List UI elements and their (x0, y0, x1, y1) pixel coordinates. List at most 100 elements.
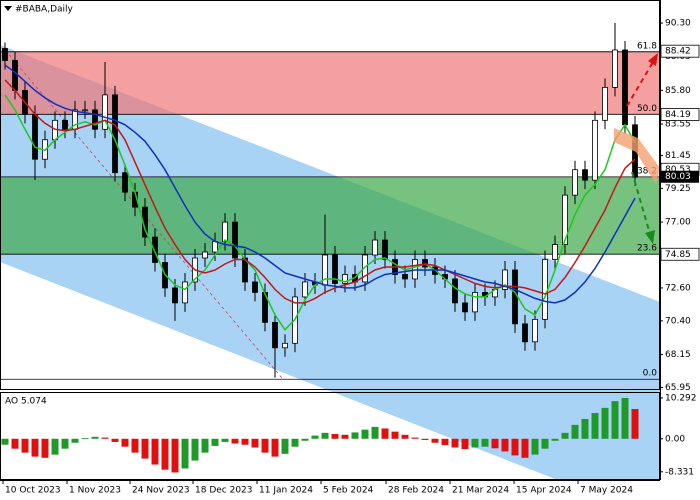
candle-body (302, 281, 308, 298)
moving-average-line (4, 94, 636, 331)
moving-average-line (4, 79, 636, 304)
chart-title: #BABA,Daily (15, 5, 74, 15)
title-icon (4, 6, 12, 11)
y-tick-label: 68.15 (665, 350, 691, 360)
ao-bar (501, 438, 509, 452)
candle-body (592, 119, 598, 181)
x-tick-label: 1 Nov 2023 (69, 486, 121, 496)
fib-level-label: 23.6 (637, 244, 657, 254)
candle-body (372, 239, 378, 256)
down-arrow-head (645, 230, 655, 244)
candle-body (242, 257, 248, 283)
y-tick-label: 83.55 (665, 120, 691, 130)
y-tick-label: 79.25 (665, 184, 691, 194)
x-tick-label: 15 Apr 2024 (516, 486, 572, 496)
x-tick-label: 18 Dec 2023 (195, 486, 253, 496)
x-tick-label: 5 Feb 2024 (323, 486, 374, 496)
ao-tick-label: 10.292 (665, 393, 697, 403)
candle-body (122, 172, 128, 193)
ao-bar (21, 438, 29, 453)
ao-bar (201, 438, 209, 453)
candle-body (202, 251, 208, 259)
ao-bar (461, 438, 469, 450)
ao-bar (451, 438, 459, 448)
ao-tick-label: 0.00 (665, 434, 685, 444)
ao-bar (161, 438, 169, 470)
candle-body (532, 318, 538, 343)
ao-bar (221, 438, 229, 442)
channel-layer (0, 45, 660, 480)
candle-body (502, 269, 508, 290)
ao-bar (601, 407, 609, 439)
ao-bar (1, 438, 9, 445)
price-label: 88.42 (665, 47, 691, 57)
ao-bar (11, 438, 19, 449)
ao-bar (41, 438, 49, 458)
candle-body (102, 94, 108, 130)
ao-bar (531, 438, 539, 455)
candle-body (472, 292, 478, 313)
ao-title: AO 5.074 (5, 397, 47, 407)
price-label: 80.53 (665, 165, 691, 175)
last-price-label: 80.03 (665, 172, 691, 182)
candle-body (582, 169, 588, 181)
ao-bar (251, 438, 259, 448)
ao-bar (291, 438, 299, 447)
x-tick-label: 11 Jan 2024 (259, 486, 313, 496)
candle-body (182, 281, 188, 304)
support-zone (0, 176, 660, 255)
ao-bar (261, 438, 269, 453)
candle-body (562, 194, 568, 245)
candle-body (12, 60, 18, 91)
ao-bar (441, 438, 449, 446)
ao-bar (211, 438, 219, 446)
ao-bar (121, 438, 129, 447)
candle-body (612, 49, 618, 88)
ao-bar (91, 436, 99, 439)
x-tick-label: 10 Oct 2023 (5, 486, 61, 496)
candle-body (82, 109, 88, 112)
y-tick-label: 72.60 (665, 283, 691, 293)
fib-level-label: 38.2 (637, 166, 657, 176)
ao-bar (581, 418, 589, 439)
ao-bar (151, 438, 159, 465)
ao-bar (111, 438, 119, 442)
main-panel-frame (0, 0, 660, 390)
ao-bar (591, 413, 599, 439)
ao-bar (71, 438, 79, 443)
ao-bar (611, 401, 619, 439)
x-tick-label: 21 Mar 2024 (452, 486, 509, 496)
candle-body (222, 221, 228, 242)
ao-bar (521, 438, 529, 458)
ao-bar (361, 429, 369, 439)
ao-bar (241, 438, 249, 445)
ao-bar (491, 438, 499, 449)
ao-bar (571, 424, 579, 439)
candle-body (412, 259, 418, 280)
ao-bar (351, 432, 359, 439)
price-label-box (660, 108, 700, 121)
candle-body (362, 254, 368, 283)
projection-wedge (614, 128, 660, 184)
ao-bar (231, 438, 239, 444)
candle-body (32, 113, 38, 160)
ao-bar (51, 438, 59, 455)
candle-body (542, 259, 548, 320)
ao-bar (631, 409, 639, 439)
candle-body (452, 278, 458, 304)
candle-body (572, 169, 578, 196)
fib-level-label: 50.0 (637, 104, 657, 114)
x-tick-label: 28 Feb 2024 (388, 486, 444, 496)
ao-bar (131, 438, 139, 453)
x-tick-label: 7 May 2024 (580, 486, 633, 496)
ao-bar (471, 438, 479, 448)
y-tick-label: 77.00 (665, 218, 691, 228)
ao-bar (61, 438, 69, 449)
resistance-zone (0, 51, 660, 115)
ao-bar (331, 434, 339, 439)
price-channel (0, 45, 660, 480)
candle-body (62, 119, 68, 130)
last-price-box (661, 170, 699, 183)
ao-bar (191, 438, 199, 461)
